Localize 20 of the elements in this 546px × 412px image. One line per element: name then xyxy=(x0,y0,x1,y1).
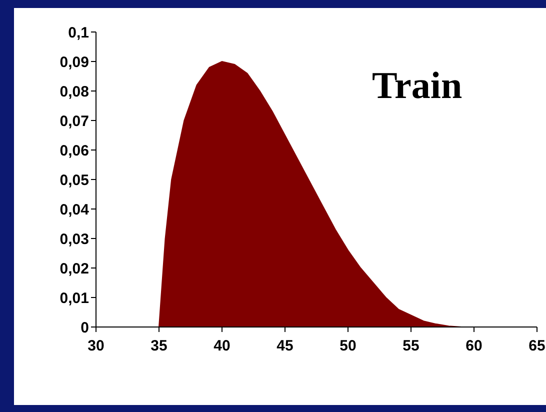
x-tick-label: 65 xyxy=(528,338,546,355)
y-tick-label: 0 xyxy=(80,319,89,336)
y-tick-label: 0,02 xyxy=(60,260,89,278)
x-tick-label: 60 xyxy=(466,338,482,355)
y-tick-label: 0,09 xyxy=(60,54,89,71)
y-tick-label: 0,06 xyxy=(60,142,89,160)
x-tick-label: 50 xyxy=(340,338,356,355)
x-tick-label: 45 xyxy=(276,338,294,355)
x-tick-label: 35 xyxy=(150,338,168,355)
x-tick-label: 40 xyxy=(214,338,230,355)
y-tick-label: 0,07 xyxy=(60,112,89,130)
y-tick-label: 0,1 xyxy=(68,24,89,42)
annotation: Train xyxy=(372,64,462,108)
x-tick-label: 30 xyxy=(88,338,104,355)
y-tick-label: 0,05 xyxy=(60,172,89,189)
x-tick-label: 55 xyxy=(402,338,420,355)
y-tick-label: 0,08 xyxy=(60,83,89,100)
y-tick-label: 0,04 xyxy=(60,201,90,218)
y-tick-label: 0,01 xyxy=(60,290,89,307)
y-tick-label: 0,03 xyxy=(60,230,89,248)
